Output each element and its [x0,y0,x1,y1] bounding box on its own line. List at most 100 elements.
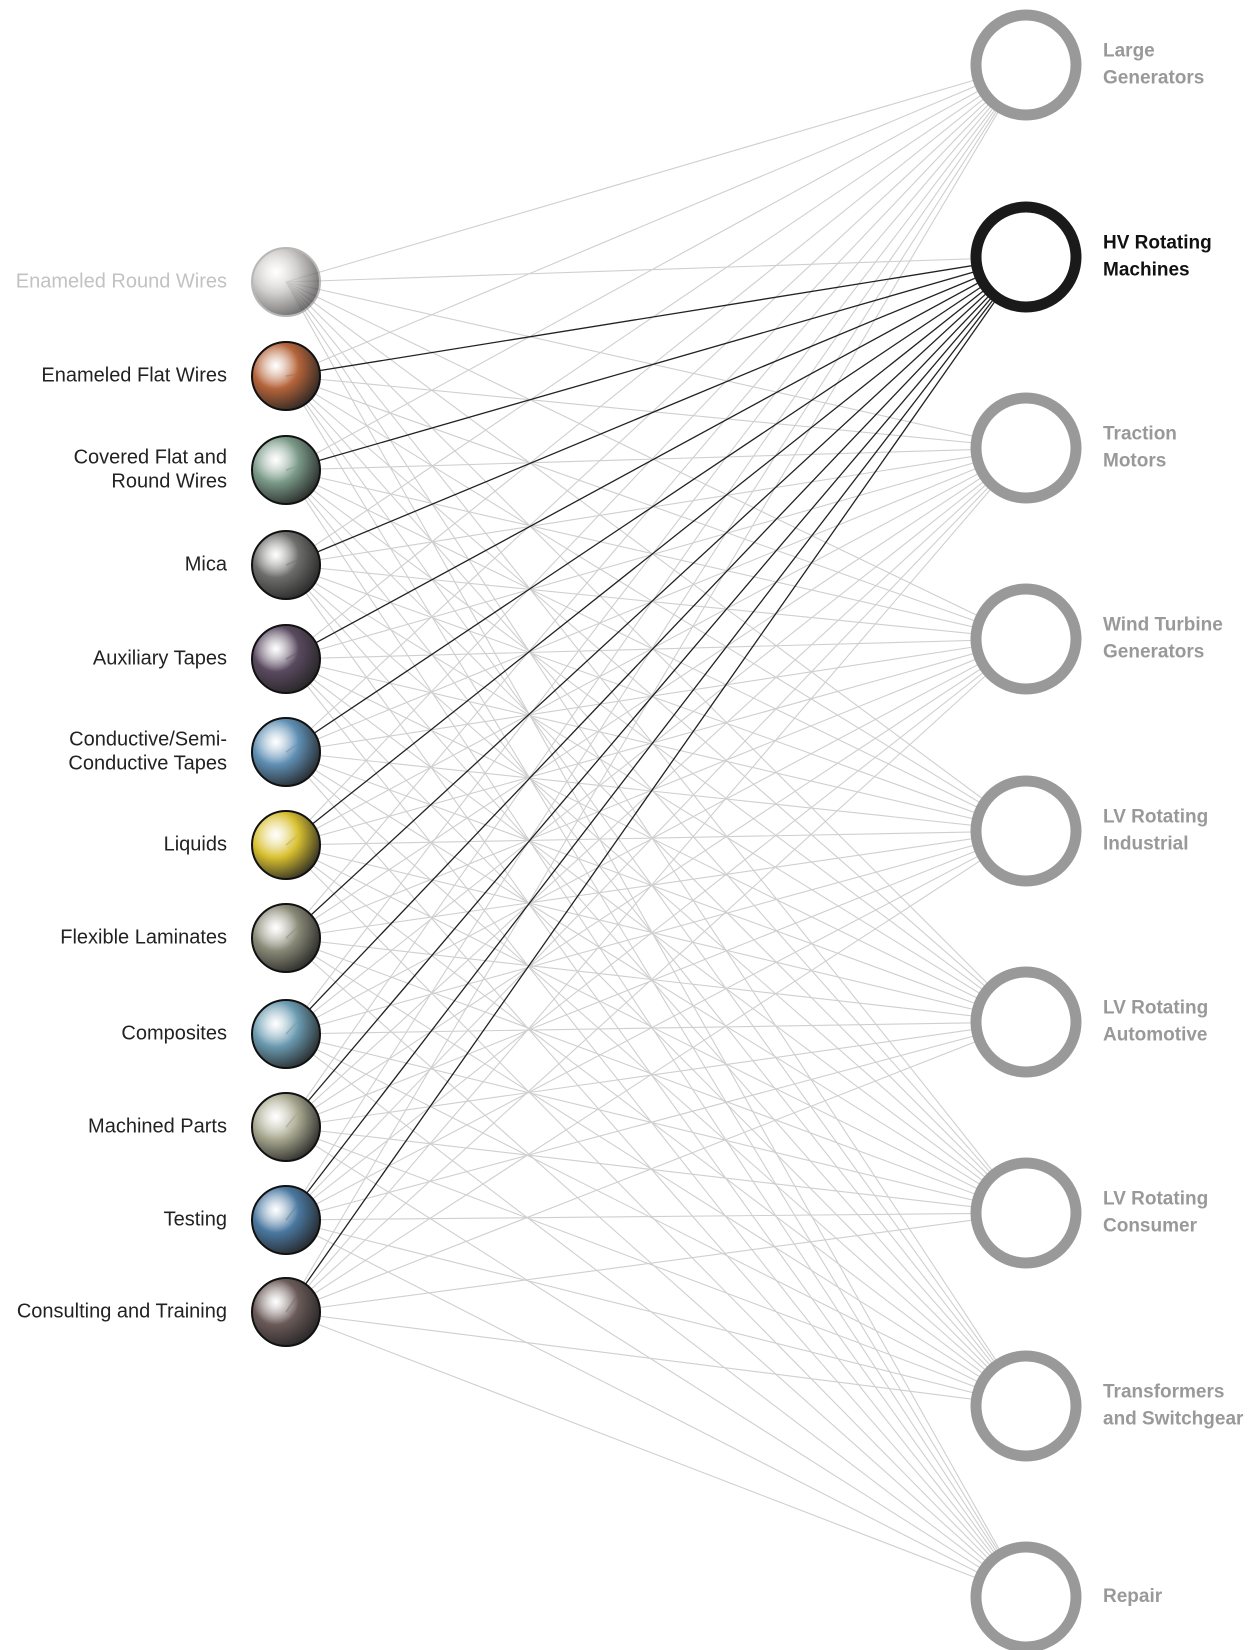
source-node[interactable] [252,904,320,972]
source-node[interactable] [252,718,320,786]
source-node[interactable] [252,1093,320,1161]
source-node[interactable] [252,342,320,410]
link [286,65,1026,376]
market-label[interactable]: Wind Turbine [1103,615,1223,636]
market-label[interactable]: HV Rotating [1103,233,1212,254]
source-node[interactable] [252,1186,320,1254]
link [286,1127,1026,1213]
source-label[interactable]: Enameled Round Wires [16,270,227,292]
link [286,1034,1026,1213]
links [286,65,1026,1597]
link-active [286,257,1026,752]
link [286,831,1026,1312]
link [286,470,1026,831]
link [286,448,1026,565]
link [286,938,1026,1597]
link [286,470,1026,1597]
link [286,376,1026,831]
link [286,470,1026,1406]
link [286,831,1026,1034]
link [286,1213,1026,1220]
source-label[interactable]: Conductive/Semi- [69,728,227,750]
market-label[interactable]: LV Rotating [1103,998,1208,1019]
source-node[interactable] [252,625,320,693]
source-node[interactable] [252,436,320,504]
link [286,448,1026,1220]
link-active [286,257,1026,470]
link [286,639,1026,938]
link [286,1312,1026,1406]
source-label[interactable]: Flexible Laminates [60,926,227,948]
link [286,282,1026,1022]
market-label[interactable]: Generators [1103,642,1204,663]
link [286,1220,1026,1597]
source-node[interactable] [252,1278,320,1346]
market-node[interactable] [976,398,1076,498]
link [286,639,1026,1312]
source-label[interactable]: Consulting and Training [17,1300,227,1322]
link [286,752,1026,1406]
source-label[interactable]: Composites [121,1022,227,1044]
source-label[interactable]: Round Wires [111,470,227,492]
link [286,1220,1026,1406]
link-active [286,257,1026,659]
market-node[interactable] [976,1163,1076,1263]
source-label[interactable]: Mica [185,553,228,575]
link [286,565,1026,1597]
market-label[interactable]: Machines [1103,260,1190,281]
market-label[interactable]: Large [1103,41,1155,62]
link [286,938,1026,1022]
market-label[interactable]: Traction [1103,424,1177,445]
link [286,282,1026,1406]
link [286,448,1026,1312]
link-active [286,257,1026,1127]
link-active [286,257,1026,1034]
market-node[interactable] [976,15,1076,115]
market-label[interactable]: Motors [1103,451,1166,472]
source-label[interactable]: Auxiliary Tapes [93,647,227,669]
link-active [286,257,1026,938]
market-node[interactable] [976,972,1076,1072]
nodes: Enameled Round Wires Enameled Flat Wires C… [16,15,1244,1647]
market-label[interactable]: Generators [1103,68,1204,89]
market-node[interactable] [976,781,1076,881]
market-label[interactable]: Automotive [1103,1025,1208,1046]
link [286,659,1026,1597]
market-label[interactable]: Consumer [1103,1216,1198,1237]
link [286,282,1026,1213]
link [286,752,1026,1213]
market-label[interactable]: LV Rotating [1103,807,1208,828]
source-label[interactable]: Conductive Tapes [68,752,227,774]
source-node[interactable] [252,531,320,599]
market-label[interactable]: Transformers [1103,1382,1224,1403]
link [286,565,1026,1022]
link [286,1127,1026,1597]
link [286,845,1026,1213]
market-label[interactable]: Industrial [1103,834,1189,855]
source-node[interactable] [252,811,320,879]
market-label[interactable]: and Switchgear [1103,1409,1244,1430]
link [286,1034,1026,1597]
source-node[interactable] [252,1000,320,1068]
link [286,1127,1026,1406]
market-label[interactable]: LV Rotating [1103,1189,1208,1210]
market-node[interactable] [976,1547,1076,1647]
link [286,1312,1026,1597]
source-node[interactable] [252,248,320,316]
source-label[interactable]: Machined Parts [88,1115,227,1137]
link [286,65,1026,845]
link [286,257,1026,282]
source-label[interactable]: Liquids [164,833,227,855]
link [286,376,1026,1406]
source-label[interactable]: Testing [164,1208,227,1230]
source-label[interactable]: Enameled Flat Wires [41,364,227,386]
network-diagram: Enameled Round Wires Enameled Flat Wires C… [0,0,1251,1650]
market-node[interactable] [976,1356,1076,1456]
market-node[interactable] [976,589,1076,689]
link [286,448,1026,1034]
link [286,752,1026,1597]
market-label[interactable]: Repair [1103,1586,1163,1607]
market-node[interactable] [976,207,1076,307]
source-label[interactable]: Covered Flat and [74,446,227,468]
link [286,831,1026,845]
